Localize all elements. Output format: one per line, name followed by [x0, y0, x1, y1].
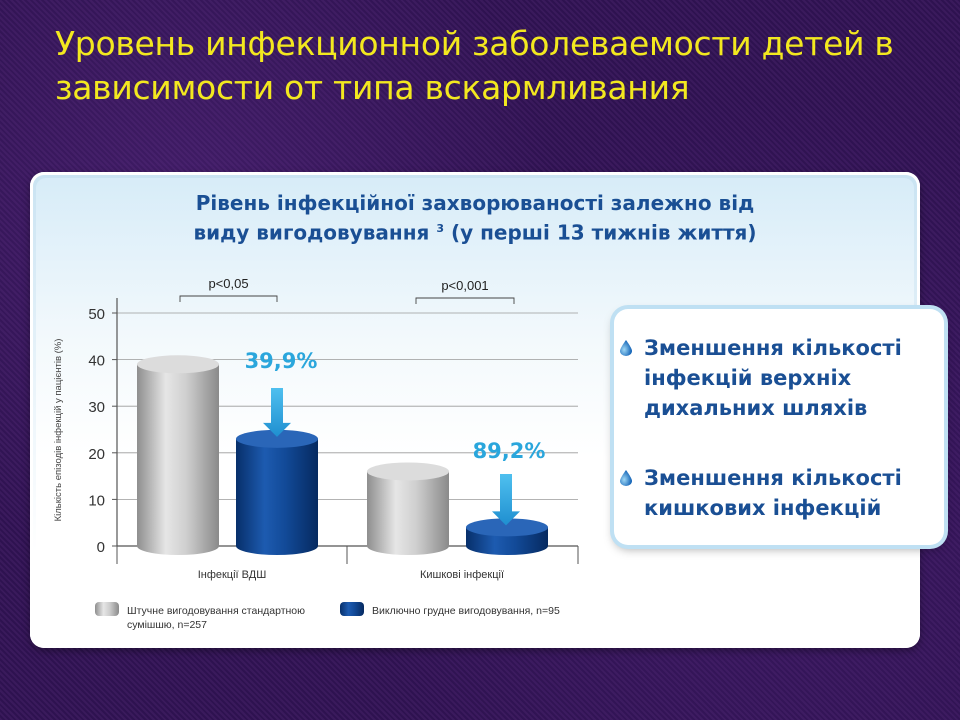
- legend-label-line1: Виключно грудне вигодовування, n=95: [372, 605, 560, 617]
- legend-label-line2: сумішшю, n=257: [127, 619, 207, 631]
- bar: [367, 462, 449, 555]
- chart-title-line2: виду вигодовування 3 (у перші 13 тижнів …: [180, 216, 770, 246]
- bar: [137, 355, 219, 555]
- x-category-label: Інфекції ВДШ: [198, 569, 267, 581]
- bar-bottom: [137, 537, 219, 555]
- callout-text-respiratory: Зменшення кількості інфекцій верхніх дих…: [644, 336, 902, 420]
- p-value-label: p<0,001: [441, 278, 488, 293]
- y-tick-label: 40: [88, 353, 105, 370]
- p-value-bracket: [179, 295, 278, 302]
- callout-item-intestinal: Зменшення кількості кишкових інфекцій: [620, 463, 934, 523]
- p-value-bracket: [415, 297, 515, 304]
- y-tick-label: 50: [88, 306, 105, 323]
- y-tick-label: 20: [88, 446, 105, 463]
- callout-text-intestinal: Зменшення кількості кишкових інфекцій: [644, 466, 902, 520]
- legend-swatch: [95, 602, 119, 616]
- reduction-label: 89,2%: [473, 439, 546, 463]
- p-value-label: p<0,05: [208, 276, 248, 291]
- chart-title-tail: (у перші 13 тижнів життя): [443, 220, 757, 245]
- down-arrow-icon: [263, 388, 291, 437]
- callout-box: Зменшення кількості інфекцій верхніх дих…: [614, 309, 944, 545]
- legend-item: [95, 602, 119, 616]
- chart-title-main: виду вигодовування: [193, 220, 430, 245]
- slide-title: Уровень инфекционной заболеваемости дете…: [55, 24, 894, 107]
- reduction-label: 39,9%: [245, 349, 318, 373]
- chart-title: Рівень інфекційної захворюваності залежн…: [180, 190, 770, 246]
- bar: [466, 518, 548, 555]
- bar-bottom: [367, 537, 449, 555]
- bar-body: [236, 438, 318, 546]
- y-axis-label: Кількість епізодів інфекцій у пацієнтів …: [53, 339, 64, 522]
- chart-title-line1: Рівень інфекційної захворюваності залежн…: [195, 191, 755, 215]
- bar-body: [367, 471, 449, 546]
- water-drop-icon: [620, 340, 632, 356]
- bar-body: [137, 364, 219, 546]
- bar-top: [367, 462, 449, 481]
- legend-label-line1: Штучне вигодовування стандартною: [127, 605, 305, 617]
- y-tick-label: 0: [97, 539, 105, 556]
- x-category-label: Кишкові інфекції: [420, 569, 504, 581]
- legend-item: [340, 602, 364, 616]
- bar: [236, 429, 318, 555]
- down-arrow-icon: [492, 474, 520, 526]
- chart-title-footnote: 3: [436, 222, 444, 235]
- water-drop-icon: [620, 470, 632, 486]
- y-tick-label: 30: [88, 399, 105, 416]
- y-tick-label: 10: [88, 492, 105, 509]
- callout-item-respiratory: Зменшення кількості інфекцій верхніх дих…: [620, 333, 934, 423]
- bar-bottom: [236, 537, 318, 555]
- bar-top: [466, 518, 548, 537]
- legend-swatch: [340, 602, 364, 616]
- bar-bottom: [466, 537, 548, 555]
- bar-top: [236, 429, 318, 448]
- bar-top: [137, 355, 219, 374]
